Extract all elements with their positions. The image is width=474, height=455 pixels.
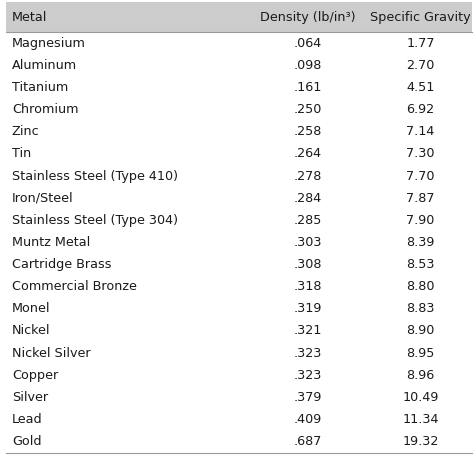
- Bar: [6, 232, 472, 253]
- Text: Magnesium: Magnesium: [12, 37, 86, 50]
- Text: Cartridge Brass: Cartridge Brass: [12, 258, 111, 271]
- Text: Nickel: Nickel: [12, 324, 50, 338]
- Text: .285: .285: [293, 214, 321, 227]
- Text: Tin: Tin: [12, 147, 31, 161]
- Bar: [6, 386, 472, 409]
- Bar: [6, 320, 472, 342]
- Bar: [6, 430, 472, 453]
- Text: .687: .687: [293, 435, 321, 448]
- Text: Stainless Steel (Type 304): Stainless Steel (Type 304): [12, 214, 178, 227]
- Text: 7.70: 7.70: [406, 170, 435, 182]
- Text: Lead: Lead: [12, 413, 43, 426]
- Text: 8.39: 8.39: [406, 236, 435, 249]
- Text: Iron/Steel: Iron/Steel: [12, 192, 73, 205]
- Text: 8.83: 8.83: [406, 302, 435, 315]
- Text: Monel: Monel: [12, 302, 50, 315]
- Text: .250: .250: [293, 103, 321, 116]
- Text: 10.49: 10.49: [402, 391, 438, 404]
- Text: Metal: Metal: [12, 11, 47, 24]
- Text: Nickel Silver: Nickel Silver: [12, 347, 91, 359]
- Text: .064: .064: [293, 37, 321, 50]
- Text: 8.90: 8.90: [406, 324, 435, 338]
- Bar: [6, 298, 472, 320]
- Text: 8.80: 8.80: [406, 280, 435, 293]
- Text: .323: .323: [293, 369, 321, 382]
- Text: 2.70: 2.70: [406, 59, 435, 72]
- Text: 7.14: 7.14: [406, 125, 435, 138]
- Bar: [6, 253, 472, 276]
- Text: 4.51: 4.51: [406, 81, 435, 94]
- Text: Copper: Copper: [12, 369, 58, 382]
- Text: .379: .379: [293, 391, 321, 404]
- Text: .318: .318: [293, 280, 322, 293]
- Text: 8.53: 8.53: [406, 258, 435, 271]
- Text: .323: .323: [293, 347, 321, 359]
- Text: .321: .321: [293, 324, 321, 338]
- Bar: [6, 409, 472, 430]
- Bar: [6, 342, 472, 364]
- Text: 11.34: 11.34: [402, 413, 438, 426]
- Bar: [6, 121, 472, 143]
- Bar: [6, 76, 472, 99]
- Text: 7.87: 7.87: [406, 192, 435, 205]
- Text: 19.32: 19.32: [402, 435, 438, 448]
- Bar: [6, 276, 472, 298]
- Text: Density (lb/in³): Density (lb/in³): [260, 11, 355, 24]
- Text: .409: .409: [293, 413, 321, 426]
- Text: .264: .264: [293, 147, 321, 161]
- Bar: [6, 187, 472, 209]
- Text: .319: .319: [293, 302, 321, 315]
- Text: .308: .308: [293, 258, 322, 271]
- Text: .278: .278: [293, 170, 321, 182]
- Text: Silver: Silver: [12, 391, 48, 404]
- Text: Commercial Bronze: Commercial Bronze: [12, 280, 137, 293]
- Bar: [6, 54, 472, 76]
- Bar: [6, 2, 472, 32]
- Text: Specific Gravity: Specific Gravity: [370, 11, 471, 24]
- Bar: [6, 209, 472, 232]
- Bar: [6, 364, 472, 386]
- Bar: [6, 32, 472, 54]
- Text: .258: .258: [293, 125, 321, 138]
- Text: Muntz Metal: Muntz Metal: [12, 236, 90, 249]
- Text: .284: .284: [293, 192, 321, 205]
- Text: .098: .098: [293, 59, 321, 72]
- Text: Gold: Gold: [12, 435, 41, 448]
- Bar: [6, 99, 472, 121]
- Text: 7.90: 7.90: [406, 214, 435, 227]
- Text: 1.77: 1.77: [406, 37, 435, 50]
- Text: Zinc: Zinc: [12, 125, 39, 138]
- Text: Aluminum: Aluminum: [12, 59, 77, 72]
- Text: 7.30: 7.30: [406, 147, 435, 161]
- Text: .303: .303: [293, 236, 322, 249]
- Text: Chromium: Chromium: [12, 103, 78, 116]
- Text: 6.92: 6.92: [406, 103, 435, 116]
- Text: 8.95: 8.95: [406, 347, 435, 359]
- Bar: [6, 143, 472, 165]
- Bar: [6, 165, 472, 187]
- Text: .161: .161: [293, 81, 321, 94]
- Text: 8.96: 8.96: [406, 369, 435, 382]
- Text: Titanium: Titanium: [12, 81, 68, 94]
- Text: Stainless Steel (Type 410): Stainless Steel (Type 410): [12, 170, 178, 182]
